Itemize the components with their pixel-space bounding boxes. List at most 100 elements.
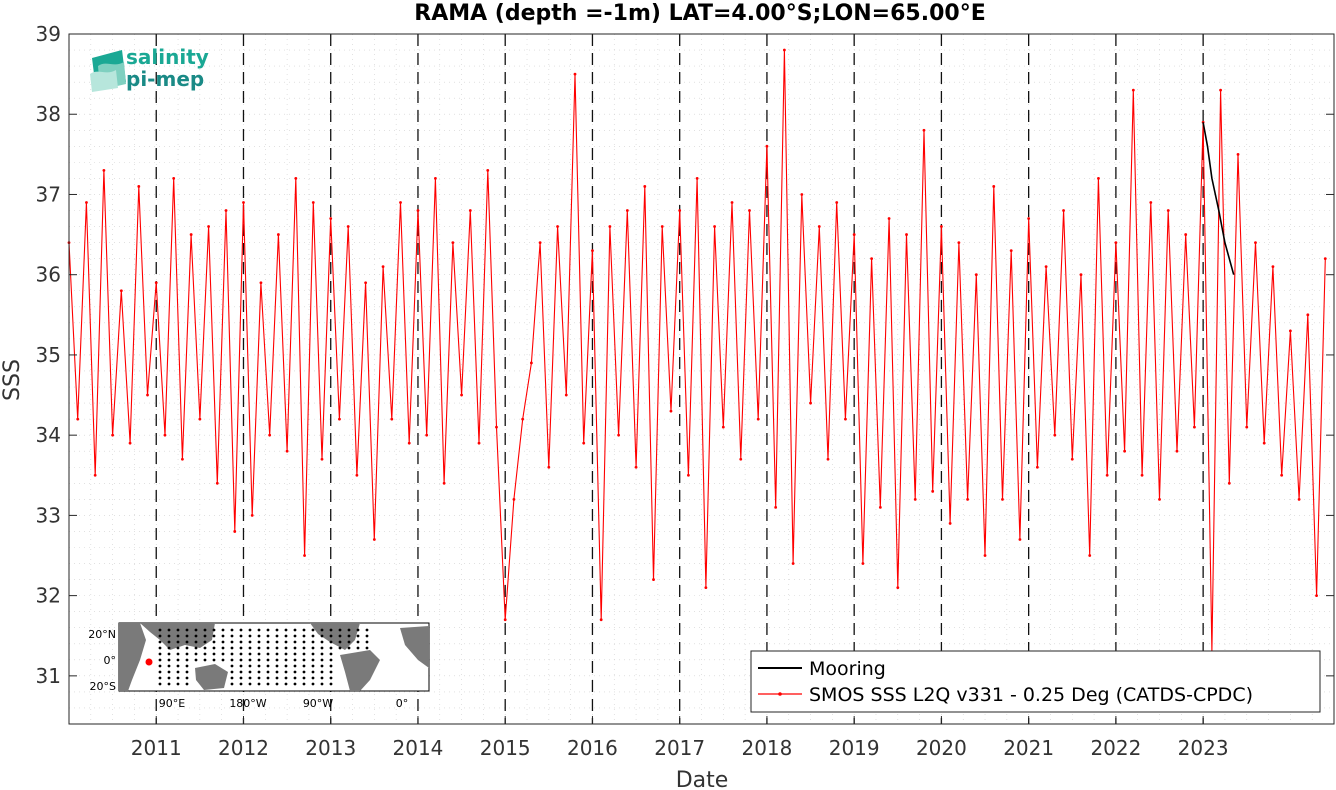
station-dot <box>266 664 270 668</box>
station-dot <box>329 646 333 650</box>
station-dot <box>266 640 270 644</box>
station-dot <box>176 682 180 686</box>
x-tick-label: 2019 <box>829 736 880 760</box>
series-point-smos <box>1105 473 1109 477</box>
station-dot <box>311 640 315 644</box>
y-tick-label: 34 <box>36 423 61 447</box>
station-dot <box>266 634 270 638</box>
station-dot <box>329 658 333 662</box>
station-dot <box>230 646 234 650</box>
station-dot <box>221 658 225 662</box>
series-point-smos <box>826 457 830 461</box>
station-dot <box>257 634 261 638</box>
station-dot <box>266 682 270 686</box>
station-dot <box>284 628 288 632</box>
series-point-smos <box>1175 449 1179 453</box>
series-point-smos <box>1297 497 1301 501</box>
station-dot <box>275 628 279 632</box>
station-dot <box>329 676 333 680</box>
series-point-smos <box>765 144 769 148</box>
station-dot <box>248 658 252 662</box>
station-dot <box>320 646 324 650</box>
series-point-smos <box>940 225 943 228</box>
station-dot <box>158 652 162 656</box>
station-dot <box>266 658 270 662</box>
series-point-smos <box>608 225 612 228</box>
station-dot <box>275 670 279 674</box>
series-point-smos <box>643 185 647 188</box>
station-dot <box>203 658 207 662</box>
y-tick-label: 33 <box>36 503 61 527</box>
station-dot <box>257 652 261 656</box>
series-point-smos <box>119 289 123 293</box>
map-lon-label-90e: 90°E <box>159 697 185 710</box>
station-dot <box>302 634 306 638</box>
station-dot <box>302 628 306 632</box>
series-point-smos <box>748 209 751 212</box>
series-point-smos <box>207 225 210 228</box>
station-dot <box>293 658 297 662</box>
x-tick-label: 2017 <box>654 736 705 760</box>
y-tick-label: 31 <box>36 664 61 688</box>
station-dot <box>176 652 180 656</box>
station-dot <box>158 670 162 674</box>
station-dot <box>257 646 261 650</box>
series-point-smos <box>451 241 455 245</box>
series-point-smos <box>1123 449 1127 453</box>
series-point-smos <box>730 201 734 204</box>
series-point-smos <box>852 233 856 236</box>
series-point-smos <box>1027 217 1031 220</box>
series-point-smos <box>242 201 245 204</box>
station-dot <box>167 652 171 656</box>
series-point-smos <box>407 441 411 445</box>
series-point-smos <box>372 538 376 541</box>
series-point-smos <box>276 233 280 236</box>
station-dot <box>185 676 189 680</box>
station-dot <box>212 640 216 644</box>
series-point-smos <box>250 513 254 517</box>
series-point-smos <box>1070 457 1074 461</box>
series-point-smos <box>1245 425 1249 429</box>
station-dot <box>248 640 252 644</box>
series-point-smos <box>503 618 507 622</box>
series-point-smos <box>163 433 167 437</box>
series-point-smos <box>486 168 490 172</box>
station-dot <box>320 634 324 638</box>
station-dot <box>194 640 198 644</box>
x-tick-label: 2016 <box>567 736 618 760</box>
station-dot <box>338 628 342 632</box>
y-axis-label: SSS <box>0 359 25 401</box>
station-dot <box>239 670 243 674</box>
x-tick-label: 2018 <box>741 736 792 760</box>
station-dot <box>221 652 225 656</box>
station-dot <box>356 646 360 650</box>
x-tick-label: 2014 <box>393 736 444 760</box>
station-dot <box>212 634 216 638</box>
station-dot <box>347 628 351 632</box>
series-point-smos <box>861 562 865 565</box>
series-point-smos <box>338 417 341 421</box>
station-dot <box>185 670 189 674</box>
station-dot <box>284 652 288 656</box>
series-point-smos <box>564 393 568 397</box>
station-dot <box>293 628 297 632</box>
station-dot <box>239 664 243 668</box>
station-dot <box>311 658 315 662</box>
station-dot <box>248 682 252 686</box>
station-dot <box>185 628 189 632</box>
station-dot <box>266 628 270 632</box>
station-dot <box>257 670 261 674</box>
station-dot <box>266 646 270 650</box>
station-dot <box>230 664 234 668</box>
x-axis-label: Date <box>676 768 729 790</box>
y-tick-label: 38 <box>36 102 61 126</box>
series-point-smos <box>1097 177 1100 180</box>
station-dot <box>338 640 342 644</box>
series-point-smos <box>146 393 149 397</box>
station-dot <box>293 634 297 638</box>
series-point-smos <box>1193 425 1196 429</box>
station-dot <box>167 640 171 644</box>
series-point-smos <box>181 457 184 461</box>
station-dot <box>167 664 171 668</box>
series-point-smos <box>189 233 193 236</box>
